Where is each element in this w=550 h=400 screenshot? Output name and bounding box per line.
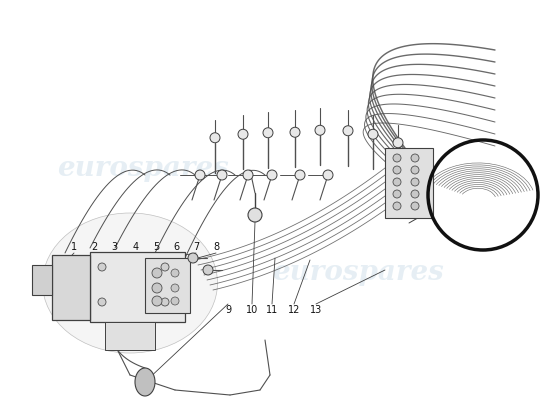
Circle shape [393, 154, 401, 162]
Circle shape [315, 125, 325, 135]
Circle shape [267, 170, 277, 180]
Circle shape [411, 190, 419, 198]
Circle shape [210, 133, 220, 143]
Circle shape [152, 268, 162, 278]
Text: 10: 10 [246, 305, 258, 315]
Circle shape [323, 170, 333, 180]
Text: eurospares: eurospares [57, 154, 229, 182]
Circle shape [411, 202, 419, 210]
Bar [145, 258, 190, 313]
Circle shape [393, 178, 401, 186]
Circle shape [217, 170, 227, 180]
Circle shape [368, 129, 378, 139]
Circle shape [171, 269, 179, 277]
Text: 1: 1 [71, 242, 77, 252]
Text: 8: 8 [213, 242, 219, 252]
Circle shape [171, 297, 179, 305]
Text: 12: 12 [288, 305, 300, 315]
Circle shape [171, 284, 179, 292]
Text: 6: 6 [173, 242, 179, 252]
Bar [105, 322, 155, 350]
Circle shape [411, 154, 419, 162]
Circle shape [98, 298, 106, 306]
Circle shape [393, 138, 403, 148]
Circle shape [393, 202, 401, 210]
Text: 9: 9 [225, 305, 231, 315]
Circle shape [243, 170, 253, 180]
Text: 7: 7 [193, 242, 199, 252]
Bar [52, 255, 90, 320]
Bar [385, 148, 433, 218]
Circle shape [152, 296, 162, 306]
Circle shape [393, 166, 401, 174]
Bar [90, 252, 185, 322]
Text: 11: 11 [266, 305, 278, 315]
Circle shape [152, 283, 162, 293]
Circle shape [238, 129, 248, 139]
Ellipse shape [135, 368, 155, 396]
Circle shape [161, 263, 169, 271]
Circle shape [290, 127, 300, 137]
Circle shape [411, 178, 419, 186]
Text: 13: 13 [310, 305, 322, 315]
Circle shape [203, 265, 213, 275]
Circle shape [263, 128, 273, 138]
Text: 3: 3 [111, 242, 117, 252]
Circle shape [411, 166, 419, 174]
Text: eurospares: eurospares [272, 258, 443, 286]
Circle shape [98, 263, 106, 271]
Text: 2: 2 [91, 242, 97, 252]
Circle shape [343, 126, 353, 136]
Ellipse shape [42, 213, 217, 353]
Text: 5: 5 [153, 242, 159, 252]
Circle shape [195, 170, 205, 180]
Circle shape [248, 208, 262, 222]
Bar [32, 265, 52, 295]
Circle shape [188, 253, 198, 263]
Circle shape [295, 170, 305, 180]
Circle shape [393, 190, 401, 198]
Text: 4: 4 [133, 242, 139, 252]
Circle shape [161, 298, 169, 306]
